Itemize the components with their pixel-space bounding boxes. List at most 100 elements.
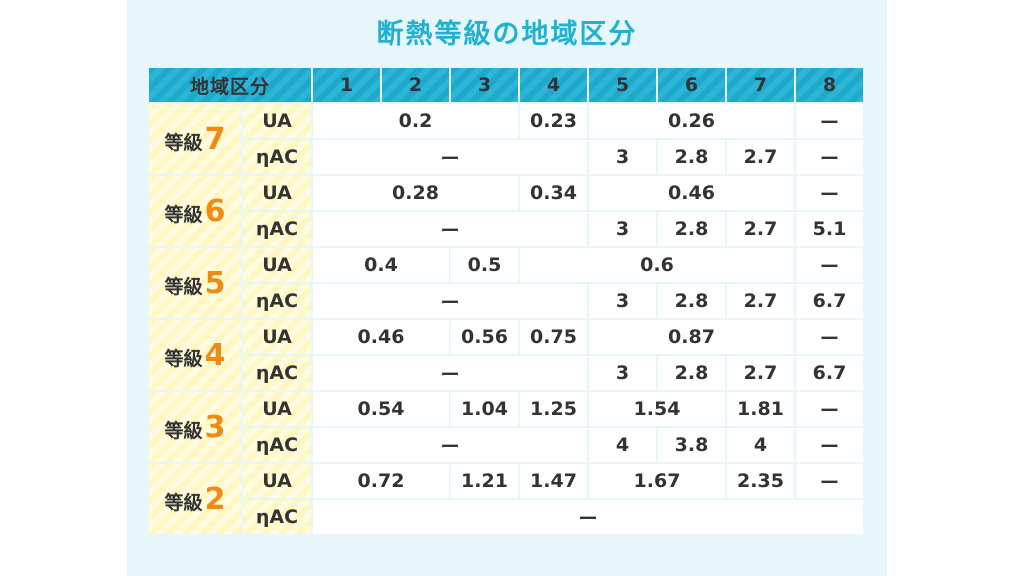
grade-prefix: 等級 (164, 275, 203, 298)
header-row: 地域区分 1 2 3 4 5 6 7 8 (149, 68, 863, 102)
region-header-6: 6 (658, 68, 725, 102)
grade-number: 2 (204, 481, 226, 517)
value-cell: 0.4 (313, 248, 449, 282)
value-cell: 0.34 (520, 176, 587, 210)
value-cell: ー (796, 320, 863, 354)
metric-eta-ac-label: ηAC (243, 284, 311, 318)
region-header-label: 地域区分 (149, 68, 311, 102)
grade-label: 等級5 (149, 248, 241, 318)
value-cell: 3 (589, 212, 656, 246)
value-cell: 0.46 (313, 320, 449, 354)
table-row: ηAC ー 4 3.8 4 ー (149, 428, 863, 462)
value-cell: 0.72 (313, 464, 449, 498)
grade-label: 等級6 (149, 176, 241, 246)
value-cell: 2.8 (658, 140, 725, 174)
value-cell: 0.26 (589, 104, 794, 138)
page-title: 断熱等級の地域区分 (376, 19, 638, 50)
table-row: 等級2 UA 0.72 1.21 1.47 1.67 2.35 ー (149, 464, 863, 534)
metric-eta-ac-label: ηAC (243, 500, 311, 534)
metric-ua-label: UA (243, 104, 311, 138)
region-header-7: 7 (727, 68, 794, 102)
table-row: 等級6 UA 0.28 0.34 0.46 ー (149, 176, 863, 246)
value-cell: ー (313, 356, 587, 390)
grade-number: 5 (204, 265, 226, 301)
value-cell: 0.28 (313, 176, 518, 210)
grade-prefix: 等級 (164, 203, 203, 226)
table-row: 等級5 UA 0.4 0.5 0.6 ー (149, 248, 863, 318)
value-cell: ー (796, 464, 863, 498)
table-body: 等級7 UA 0.2 0.23 0.26 ー ηAC ー 3 2.8 2.7 ー等級6 UA 0.28 0.… (149, 104, 863, 534)
value-cell: 2.8 (658, 212, 725, 246)
value-cell: 2.7 (727, 284, 794, 318)
value-cell: 2.7 (727, 140, 794, 174)
value-cell: 1.21 (451, 464, 518, 498)
value-cell: 1.54 (589, 392, 725, 426)
grade-number: 4 (204, 337, 226, 373)
region-header-8: 8 (796, 68, 863, 102)
value-cell: 0.56 (451, 320, 518, 354)
value-cell: 1.04 (451, 392, 518, 426)
metric-ua-label: UA (243, 176, 311, 210)
value-cell: ー (796, 176, 863, 210)
region-header-3: 3 (451, 68, 518, 102)
value-cell: ー (796, 104, 863, 138)
grade-prefix: 等級 (164, 419, 203, 442)
region-header-4: 4 (520, 68, 587, 102)
value-cell: 0.87 (589, 320, 794, 354)
region-header-5: 5 (589, 68, 656, 102)
value-cell: 1.25 (520, 392, 587, 426)
value-cell: ー (796, 428, 863, 462)
value-cell: 2.7 (727, 212, 794, 246)
value-cell: 6.7 (796, 284, 863, 318)
table-row: 等級7 UA 0.2 0.23 0.26 ー (149, 104, 863, 174)
metric-eta-ac-label: ηAC (243, 212, 311, 246)
value-cell: 0.54 (313, 392, 449, 426)
value-cell: 3 (589, 356, 656, 390)
metric-ua-label: UA (243, 392, 311, 426)
value-cell: ー (313, 212, 587, 246)
value-cell: ー (313, 428, 587, 462)
grade-label: 等級2 (149, 464, 241, 534)
value-cell: 5.1 (796, 212, 863, 246)
value-cell: 3 (589, 140, 656, 174)
metric-eta-ac-label: ηAC (243, 356, 311, 390)
metric-eta-ac-label: ηAC (243, 428, 311, 462)
value-cell: 0.75 (520, 320, 587, 354)
grade-prefix: 等級 (164, 347, 203, 370)
grade-label: 等級4 (149, 320, 241, 390)
grade-number: 7 (204, 121, 226, 157)
value-cell: ー (796, 248, 863, 282)
value-cell: 0.2 (313, 104, 518, 138)
value-cell: 2.8 (658, 356, 725, 390)
value-cell: 0.5 (451, 248, 518, 282)
grade-label: 等級3 (149, 392, 241, 462)
value-cell: 6.7 (796, 356, 863, 390)
table-row: 等級3 UA 0.54 1.04 1.25 1.54 1.81 ー (149, 392, 863, 462)
value-cell: 1.47 (520, 464, 587, 498)
value-cell: 4 (589, 428, 656, 462)
grade-number: 3 (204, 409, 226, 445)
table-row: 等級4 UA 0.46 0.56 0.75 0.87 ー (149, 320, 863, 390)
value-cell: 1.67 (589, 464, 725, 498)
table-row: ηAC ー 3 2.8 2.7 5.1 (149, 212, 863, 246)
value-cell: 2.7 (727, 356, 794, 390)
value-cell: ー (796, 392, 863, 426)
region-header-1: 1 (313, 68, 380, 102)
value-cell: 0.46 (589, 176, 794, 210)
table-row: ηAC ー (149, 500, 863, 534)
region-header-2: 2 (382, 68, 449, 102)
value-cell: 2.8 (658, 284, 725, 318)
value-cell: ー (313, 500, 863, 534)
value-cell: 3.8 (658, 428, 725, 462)
value-cell: 1.81 (727, 392, 794, 426)
table-row: ηAC ー 3 2.8 2.7 6.7 (149, 356, 863, 390)
grade-prefix: 等級 (164, 131, 203, 154)
metric-ua-label: UA (243, 248, 311, 282)
value-cell: 2.35 (727, 464, 794, 498)
grade-label: 等級7 (149, 104, 241, 174)
value-cell: 4 (727, 428, 794, 462)
value-cell: ー (313, 140, 587, 174)
grade-number: 6 (204, 193, 226, 229)
table-row: ηAC ー 3 2.8 2.7 ー (149, 140, 863, 174)
metric-ua-label: UA (243, 320, 311, 354)
